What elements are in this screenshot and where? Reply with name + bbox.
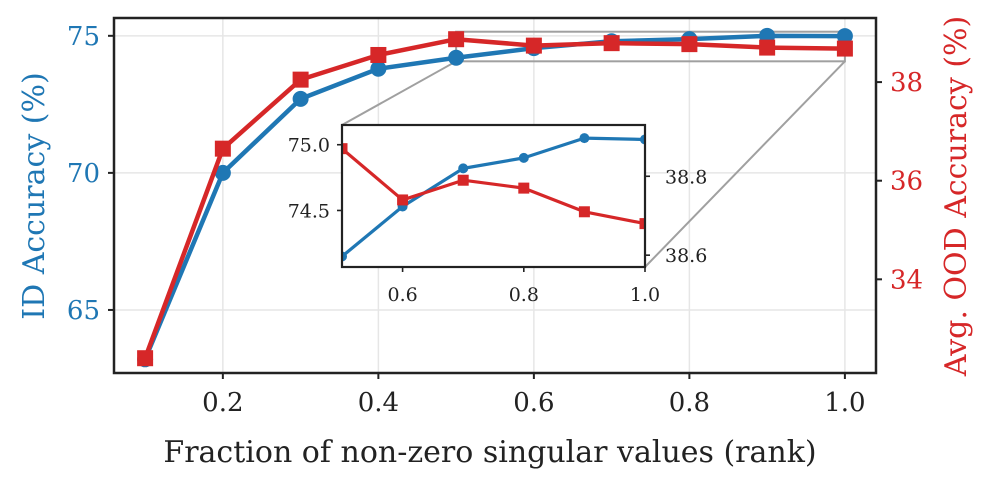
ood-accuracy-line	[142, 36, 845, 359]
ood-accuracy-point	[448, 31, 465, 48]
inset-axes: 0.6 0.8 1.0 74.5 75.0 38.6 38.8	[288, 123, 708, 306]
inset-id-accuracy-point	[579, 133, 590, 144]
id-accuracy-line	[143, 33, 845, 361]
ood-accuracy-point	[292, 71, 309, 88]
main-axes-frame	[112, 16, 878, 375]
inset-y-tick-label-left: 74.5	[288, 200, 330, 222]
y-tick-label-left: 75	[67, 22, 100, 52]
inset-id-accuracy-point	[640, 134, 645, 145]
id-accuracy-point	[292, 90, 309, 107]
ood-accuracy-point	[137, 350, 154, 367]
inset-ood-accuracy-point	[342, 143, 348, 155]
y-axis-label-right: Avg. OOD Accuracy (%)	[939, 16, 974, 377]
inset-x-tick-label: 0.8	[509, 284, 539, 306]
main-ticks: 0.2 0.4 0.6 0.8 1.0 65 70 75 34 36 38	[67, 22, 923, 418]
y-tick-label-left: 70	[67, 159, 100, 189]
x-axis-label: Fraction of non-zero singular values (ra…	[163, 435, 816, 470]
x-tick-label: 0.8	[669, 388, 710, 418]
y-tick-label-left: 65	[67, 296, 100, 326]
inset-x-tick-label: 0.6	[387, 284, 417, 306]
main-series	[137, 27, 853, 368]
id-accuracy-point	[836, 28, 853, 45]
inset-ood-accuracy-point	[397, 194, 409, 206]
x-tick-label: 0.2	[202, 388, 243, 418]
inset-axes-frame	[340, 123, 647, 269]
inset-y-tick-label-left: 75.0	[288, 135, 330, 157]
id-accuracy-point	[370, 60, 387, 77]
inset-id-accuracy-line	[342, 136, 645, 258]
ood-accuracy-point	[836, 40, 853, 57]
ood-accuracy-point	[525, 37, 542, 54]
ood-accuracy-point	[681, 36, 698, 53]
ood-accuracy-point	[214, 140, 231, 157]
y-axis-label-left: ID Accuracy (%)	[17, 72, 52, 319]
inset-id-accuracy-point	[342, 251, 347, 262]
inset-ood-accuracy-line	[342, 147, 645, 226]
inset-ood-accuracy-point	[578, 206, 590, 218]
id-accuracy-point	[448, 49, 465, 66]
inset-ticks: 0.6 0.8 1.0 74.5 75.0 38.6 38.8	[288, 135, 708, 306]
ood-accuracy-point	[370, 46, 387, 63]
inset-series	[342, 133, 645, 262]
inset-background	[342, 125, 645, 267]
x-tick-label: 0.6	[513, 388, 554, 418]
zoom-connector-line	[341, 60, 457, 126]
ood-accuracy-point	[759, 39, 776, 56]
ood-accuracy-point	[603, 35, 620, 52]
y-tick-label-right: 34	[890, 265, 923, 295]
inset-x-tick-label: 1.0	[630, 284, 660, 306]
x-tick-label: 1.0	[824, 388, 865, 418]
inset-ood-accuracy-point	[518, 182, 530, 194]
y-tick-label-right: 38	[890, 68, 923, 98]
x-tick-label: 0.4	[358, 388, 399, 418]
inset-id-accuracy-point	[458, 163, 469, 174]
id-accuracy-point	[214, 164, 231, 181]
inset-y-tick-label-right: 38.8	[665, 166, 707, 188]
inset-y-tick-label-right: 38.6	[665, 245, 707, 267]
inset-id-accuracy-point	[518, 152, 529, 163]
y-tick-label-right: 36	[890, 167, 923, 197]
inset-ood-accuracy-point	[457, 174, 469, 186]
inset-ood-accuracy-point	[639, 218, 645, 230]
zoom-connector-line	[644, 60, 846, 268]
